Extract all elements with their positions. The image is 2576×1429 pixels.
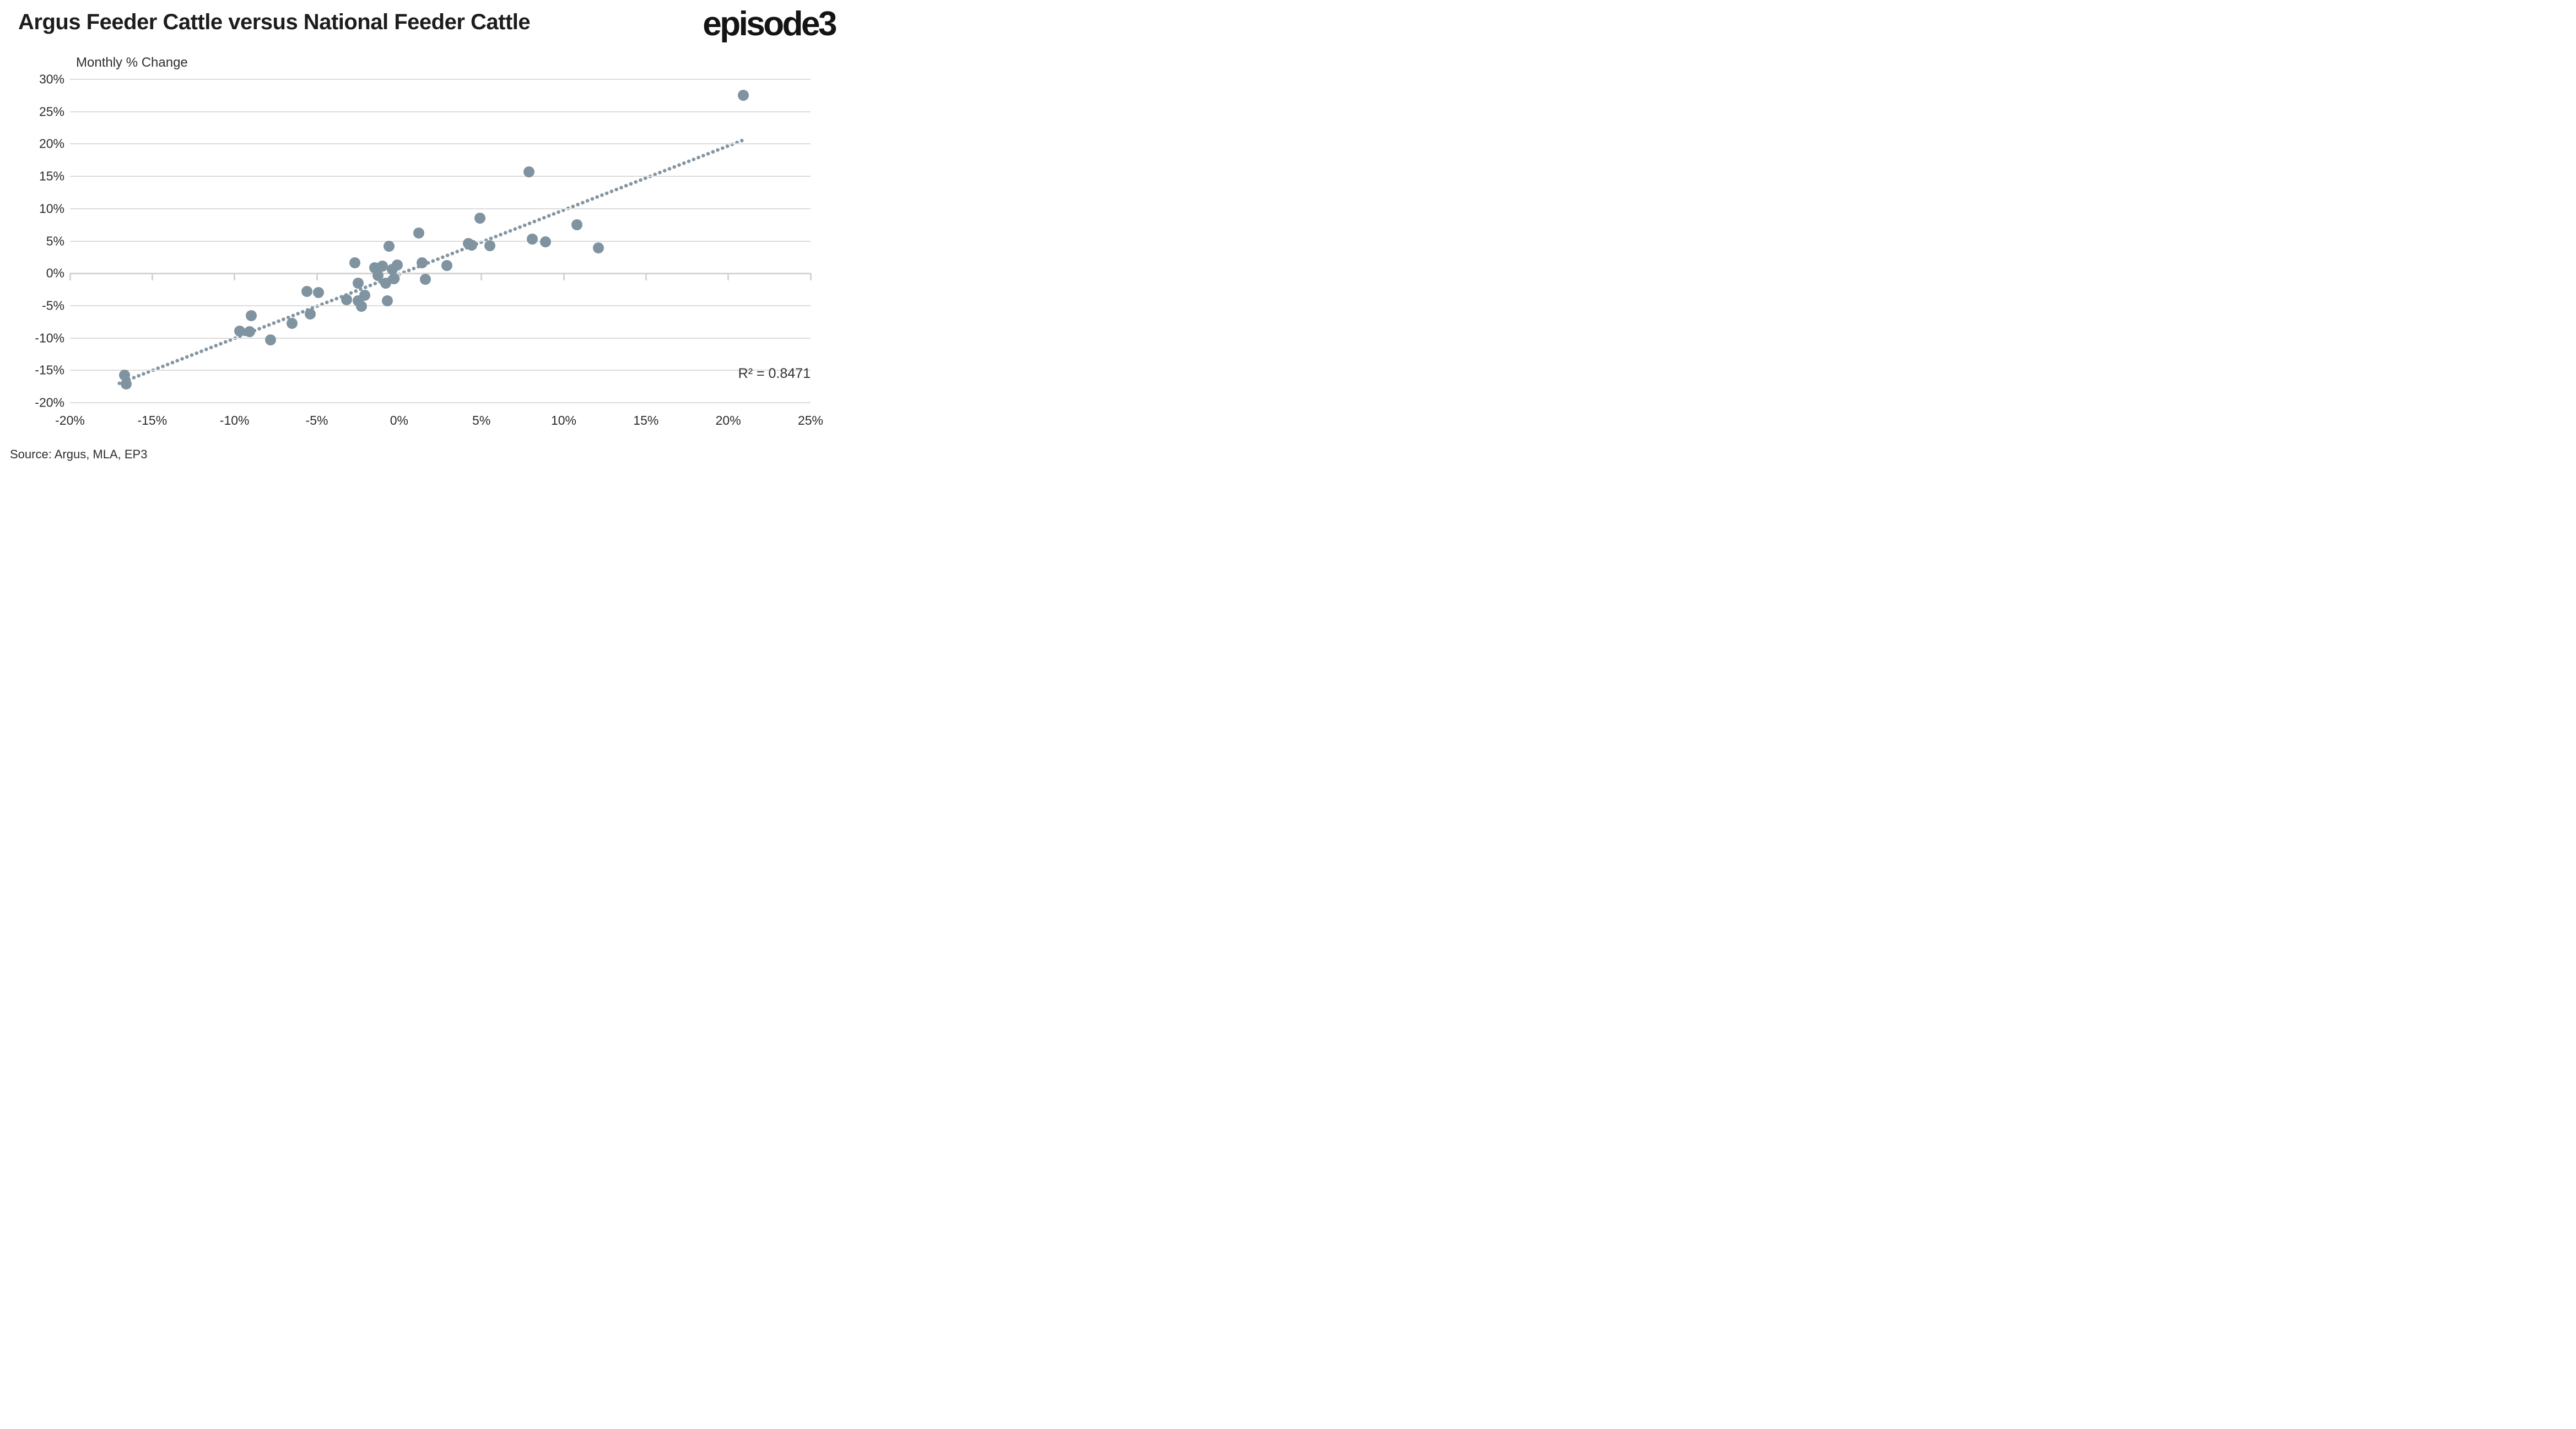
gridline [70, 240, 811, 242]
x-tick-mark [480, 273, 483, 281]
scatter-point [244, 326, 255, 337]
gridline [70, 79, 811, 80]
y-tick-label: 25% [39, 104, 64, 119]
y-tick-label: 0% [46, 266, 64, 280]
scatter-point [305, 308, 316, 320]
x-tick-label: 5% [472, 413, 491, 427]
scatter-point [571, 219, 582, 231]
y-tick-label: -10% [35, 331, 64, 345]
trendline [117, 137, 747, 386]
episode3-logo: episode3 [703, 5, 837, 43]
scatter-point [388, 273, 400, 284]
y-tick-label: 5% [46, 234, 64, 248]
x-tick-label: 15% [633, 413, 659, 427]
plot-area [69, 79, 812, 403]
scatter-point [527, 233, 538, 245]
gridline [70, 337, 811, 339]
x-tick-mark [151, 273, 153, 281]
scatter-point [287, 317, 298, 329]
scatter-point [466, 239, 477, 251]
scatter-point [420, 273, 431, 285]
gridline [70, 143, 811, 145]
x-axis-labels: -20% -15% -10% -5% 0% 5% 10% 15% 20% 25% [55, 413, 823, 431]
axis-unit-label: Monthly % Change [76, 55, 188, 70]
scatter-point [474, 213, 485, 224]
scatter-point [441, 260, 452, 272]
y-tick-label: -5% [42, 298, 64, 313]
x-tick-label: 10% [550, 413, 577, 427]
x-tick-mark [727, 273, 730, 281]
gridline [70, 402, 811, 403]
chart-title: Argus Feeder Cattle versus National Feed… [18, 10, 531, 34]
y-tick-label: 15% [39, 169, 64, 183]
r-squared-annotation: R² = 0.8471 [738, 366, 811, 381]
x-tick-mark [809, 273, 812, 281]
scatter-point [234, 325, 245, 337]
scatter-point [484, 240, 495, 251]
scatter-point [352, 277, 364, 289]
scatter-point [245, 310, 257, 321]
scatter-point [372, 269, 384, 281]
scatter-point [349, 257, 360, 269]
scatter-point [359, 290, 370, 301]
x-tick-label: -15% [137, 413, 168, 427]
y-tick-label: -15% [35, 362, 64, 377]
x-tick-label: 25% [797, 413, 824, 427]
scatter-point [118, 369, 130, 381]
gridline [70, 305, 811, 306]
scatter-point [540, 236, 552, 247]
x-tick-label: -10% [219, 413, 250, 427]
chart-canvas: Argus Feeder Cattle versus National Feed… [0, 0, 846, 469]
source-note: Source: Argus, MLA, EP3 [10, 447, 148, 461]
y-tick-label: 20% [39, 136, 64, 151]
x-tick-mark [316, 273, 318, 281]
scatter-point [377, 261, 388, 272]
x-tick-mark [234, 273, 236, 281]
scatter-point [384, 240, 395, 252]
y-tick-label: 30% [39, 72, 64, 86]
x-tick-mark [645, 273, 647, 281]
scatter-point [120, 378, 132, 389]
x-tick-label: -5% [305, 413, 328, 427]
y-tick-label: -20% [35, 395, 64, 410]
scatter-point [592, 242, 604, 254]
scatter-point [523, 166, 535, 177]
x-tick-mark [563, 273, 565, 281]
scatter-point [737, 90, 749, 101]
scatter-point [392, 259, 403, 270]
scatter-point [417, 257, 428, 269]
x-tick-label: 20% [715, 413, 741, 427]
x-tick-mark [69, 273, 71, 281]
scatter-point [312, 287, 324, 299]
scatter-point [341, 294, 352, 306]
y-axis-labels: 30% 25% 20% 15% 10% 5% 0% -5% -10% -15% -20% [0, 72, 64, 410]
x-tick-label: 0% [390, 413, 408, 427]
x-axis-line [70, 272, 811, 274]
scatter-point [413, 228, 425, 239]
scatter-point [265, 334, 277, 346]
gridline [70, 176, 811, 177]
scatter-point [301, 286, 313, 297]
x-tick-label: -20% [55, 413, 85, 427]
gridline [70, 111, 811, 112]
scatter-point [355, 301, 367, 312]
y-tick-label: 10% [39, 201, 64, 216]
gridline [70, 370, 811, 371]
gridline [70, 208, 811, 209]
scatter-point [382, 295, 393, 306]
trendline-dots [117, 137, 747, 386]
